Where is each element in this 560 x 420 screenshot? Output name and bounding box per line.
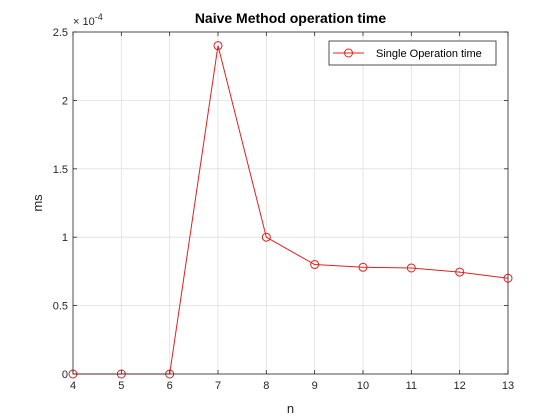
data-point-marker (213, 41, 223, 51)
data-point-marker (455, 267, 465, 277)
data-point-marker (310, 260, 320, 270)
data-point-marker (261, 232, 271, 242)
y-tick-label: 1 (62, 232, 68, 244)
x-tick-label: 12 (454, 380, 466, 392)
legend: Single Operation time (328, 40, 497, 66)
x-tick-label: 9 (312, 380, 318, 392)
y-axis-exponent: × 10-4 (73, 12, 103, 28)
y-tick-label: 2 (62, 95, 68, 107)
x-tick-label: 4 (70, 380, 76, 392)
x-tick-label: 8 (263, 380, 269, 392)
plot-area (73, 32, 508, 374)
x-tick-label: 6 (167, 380, 173, 392)
y-tick-label: 0 (62, 369, 68, 381)
y-tick-label: 1.5 (53, 164, 68, 176)
legend-marker-swatch (344, 48, 353, 58)
x-tick-label: 11 (406, 380, 417, 392)
x-tick-label: 7 (215, 380, 221, 392)
legend-entry-label: Single Operation time (376, 48, 482, 60)
x-tick-label: 10 (357, 380, 369, 392)
chart-title: Naive Method operation time (195, 10, 387, 26)
x-tick-label: 5 (118, 380, 124, 392)
data-point-marker (406, 263, 416, 273)
x-tick-label: 13 (502, 380, 514, 392)
y-tick-label: 0.5 (53, 301, 68, 313)
x-axis-label: n (287, 401, 294, 416)
data-point-marker (358, 262, 368, 272)
axes-box (72, 31, 509, 375)
y-axis-label: ms (30, 194, 45, 212)
tick-layer: 4 5 6 7 8 9 10 11 12 13 0 0.5 1 1.5 2 2.5 (53, 27, 514, 392)
y-axis-exponent-power: -4 (95, 12, 103, 22)
y-tick-label: 2.5 (53, 27, 68, 39)
y-axis-exponent-base: × 10 (73, 16, 95, 28)
